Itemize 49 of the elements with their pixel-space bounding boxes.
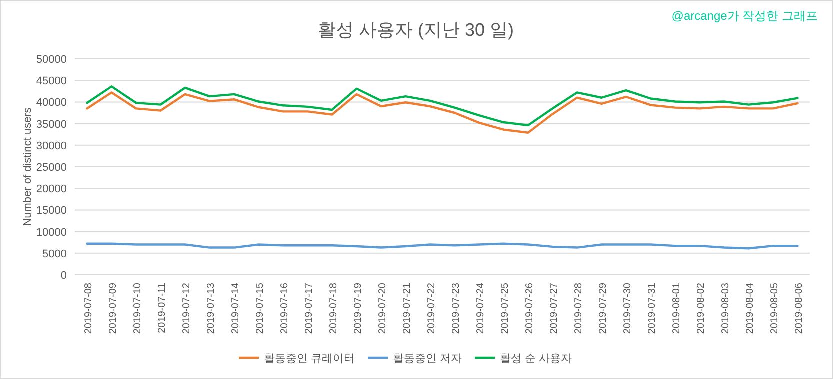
x-tick-label: 2019-07-21 [402, 282, 413, 334]
x-tick-label: 2019-08-05 [769, 282, 780, 334]
x-tick-label: 2019-07-10 [132, 282, 144, 334]
legend-label: 활동중인 저자 [393, 353, 462, 365]
y-tick-label: 25000 [36, 162, 67, 174]
x-tick-label: 2019-07-20 [377, 282, 388, 334]
x-tick-label: 2019-07-26 [524, 282, 536, 334]
x-tick-label: 2019-08-01 [671, 282, 682, 334]
legend-label: 활성 순 사용자 [500, 353, 572, 365]
y-tick-label: 40000 [36, 97, 67, 110]
y-tick-label: 50000 [36, 54, 67, 66]
y-tick-label: 15000 [36, 205, 67, 218]
y-tick-label: 5000 [42, 248, 67, 260]
y-tick-label: 35000 [36, 118, 67, 131]
x-tick-label: 2019-07-23 [450, 282, 462, 334]
x-tick-label: 2019-08-06 [794, 282, 805, 334]
x-tick-label: 2019-07-19 [352, 282, 364, 334]
chart-title: 활성 사용자 (지난 30 일) [318, 20, 514, 40]
x-tick-label: 2019-07-14 [230, 282, 242, 334]
y-tick-label: 0 [60, 270, 67, 282]
x-tick-label: 2019-07-09 [108, 282, 119, 334]
x-tick-label: 2019-07-29 [598, 282, 609, 334]
x-tick-label: 2019-08-04 [744, 282, 756, 334]
x-tick-label: 2019-07-13 [206, 282, 217, 334]
x-tick-label: 2019-07-27 [548, 282, 560, 334]
text: @arcange가 작성한 그래프 [672, 9, 818, 23]
x-tick-label: 2019-07-18 [328, 282, 340, 334]
x-tick-label: 2019-07-16 [279, 282, 290, 334]
y-tick-label: 10000 [36, 226, 67, 239]
line-series [86, 92, 799, 134]
x-tick-label: 2019-07-22 [426, 282, 438, 334]
x-tick-label: 2019-07-31 [646, 282, 658, 334]
x-tick-label: 2019-07-08 [83, 282, 94, 334]
x-tick-label: 2019-07-15 [254, 282, 266, 334]
legend-label: 활동중인 큐레이터 [264, 353, 356, 365]
y-tick-label: 30000 [36, 140, 67, 152]
x-tick-label: 2019-07-25 [500, 282, 511, 334]
y-axis-title: Number of distinct users [22, 107, 34, 226]
y-tick-label: 20000 [36, 184, 67, 196]
line-series [86, 86, 799, 127]
x-tick-label: 2019-07-12 [181, 282, 192, 334]
y-tick-label: 45000 [36, 76, 67, 88]
x-tick-label: 2019-08-02 [696, 282, 707, 334]
x-tick-label: 2019-07-24 [475, 282, 486, 334]
x-tick-label: 2019-07-11 [156, 282, 168, 334]
x-tick-label: 2019-07-17 [304, 282, 315, 334]
x-tick-label: 2019-07-28 [573, 282, 584, 334]
x-tick-label: 2019-08-03 [720, 282, 732, 334]
x-tick-label: 2019-07-30 [622, 282, 634, 334]
